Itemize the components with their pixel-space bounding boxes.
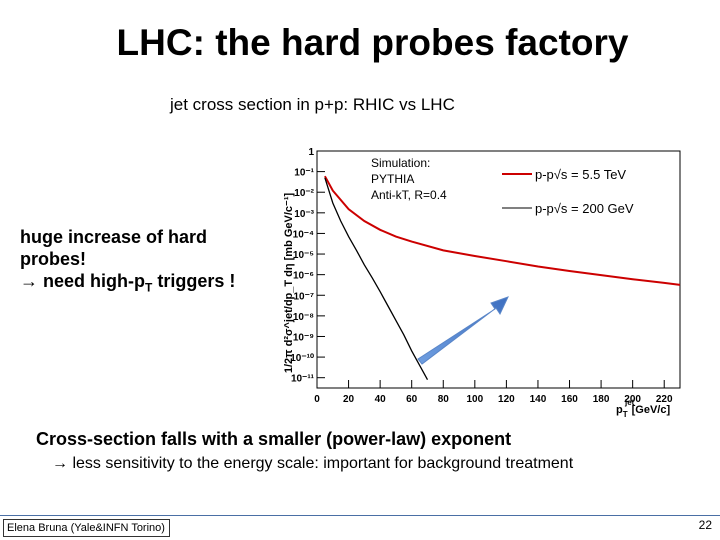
annotation-line-3: Anti-kT, R=0.4: [371, 188, 447, 202]
x-axis-label-unit: [GeV/c]: [632, 404, 671, 416]
callout-line-1: huge increase of hard: [20, 227, 208, 247]
arrow-icon: →: [52, 455, 68, 472]
y-tick-label: 10⁻¹¹: [291, 374, 315, 385]
callout-line-2: probes!: [20, 249, 87, 269]
x-tick-label: 20: [343, 394, 355, 405]
y-tick-label: 10⁻⁴: [293, 229, 314, 240]
callout-line-3-text: need high-p: [43, 271, 146, 291]
x-tick-label: 100: [466, 394, 483, 405]
slide-title: LHC: the hard probes factory: [116, 22, 629, 63]
x-axis: 0 20 40 60 80 100 120 140 160 180 200 220: [314, 380, 673, 405]
trend-arrow-icon: [417, 296, 509, 365]
callout-line-3-end: triggers !: [152, 271, 236, 291]
callout-line-3-sub: T: [145, 280, 153, 295]
main-point: Cross-section falls with a smaller (powe…: [36, 429, 512, 449]
x-tick-label: 160: [561, 394, 578, 405]
callout-line-3: → need high-pT triggers !: [20, 270, 235, 299]
jet-cross-section-chart: 1 10⁻¹ 10⁻² 10⁻³ 10⁻⁴ 10⁻⁵ 10⁻⁶ 10⁻⁷ 10⁻⁸ 10⁻⁹ 10⁻…: [283, 147, 681, 419]
series-line-rhic: [324, 177, 429, 381]
x-tick-label: 140: [530, 394, 547, 405]
y-tick-label: 10⁻⁵: [293, 250, 314, 261]
x-axis-label-p: p: [616, 404, 623, 416]
plot-frame: [316, 150, 681, 389]
y-tick-label: 10⁻⁹: [293, 332, 314, 343]
x-axis-label: pT [GeV/c]: [616, 404, 670, 419]
arrow-icon: →: [20, 271, 38, 291]
series-line-lhc: [324, 175, 681, 286]
y-tick-label: 10⁻²: [294, 188, 314, 199]
x-tick-label: 200: [624, 394, 641, 405]
y-tick-label: 10⁻¹: [294, 168, 314, 179]
y-tick-label: 10⁻⁷: [293, 291, 314, 302]
sub-point-text: less sensitivity to the energy scale: im…: [72, 455, 574, 472]
page-number: 22: [698, 518, 712, 532]
left-callout: huge increase of hard probes! → need hig…: [20, 226, 235, 299]
x-tick-label: 0: [314, 394, 320, 405]
series-group: [324, 175, 681, 381]
x-axis-label-sub: T: [623, 410, 628, 419]
y-tick-label: 10⁻⁶: [293, 271, 314, 282]
annotation-line-2: PYTHIA: [371, 172, 414, 186]
legend-label-rhic: p-p√s = 200 GeV: [535, 201, 634, 216]
x-tick-label: 220: [656, 394, 673, 405]
x-tick-label: 120: [498, 394, 515, 405]
footer-divider: [0, 515, 720, 516]
x-tick-label: 60: [406, 394, 418, 405]
y-tick-label: 10⁻³: [294, 209, 314, 220]
y-axis-label: 1/2π d²σ^jet/dp_T dη [mb GeV/c⁻¹]: [283, 192, 295, 373]
x-tick-label: 40: [375, 394, 387, 405]
legend-label-lhc: p-p√s = 5.5 TeV: [535, 167, 626, 182]
chart-subtitle: jet cross section in p+p: RHIC vs LHC: [170, 95, 455, 114]
y-tick-label: 10⁻⁸: [293, 312, 314, 323]
x-axis-label-sup: jet: [624, 398, 635, 407]
x-tick-label: 80: [438, 394, 450, 405]
y-tick-label: 10⁻¹⁰: [290, 353, 314, 364]
footer-author: Elena Bruna (Yale&INFN Torino): [3, 519, 170, 537]
y-tick-label: 1: [308, 147, 314, 158]
y-axis: 1 10⁻¹ 10⁻² 10⁻³ 10⁻⁴ 10⁻⁵ 10⁻⁶ 10⁻⁷ 10⁻⁸ 10⁻⁹ 10⁻…: [290, 147, 325, 385]
x-tick-label: 180: [593, 394, 610, 405]
annotation-line-1: Simulation:: [371, 156, 430, 170]
sub-point: → less sensitivity to the energy scale: …: [52, 455, 573, 473]
